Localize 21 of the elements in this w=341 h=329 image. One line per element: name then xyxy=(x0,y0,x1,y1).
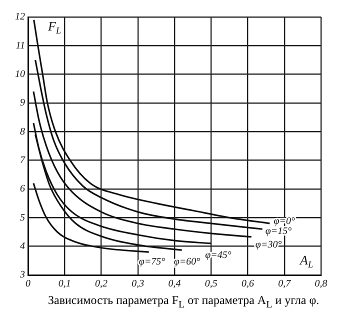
y-tick-label: 7 xyxy=(20,154,26,166)
text: Зависимость параметра F$_{L}$ от параметра A$_{L}$ и угла φ. xyxy=(47,293,320,312)
x-tick-label: 0,7 xyxy=(278,278,292,290)
x-tick-label: 0,5 xyxy=(204,278,218,290)
x-tick-label: 0,8 xyxy=(314,278,328,290)
x-tick-label: 0,2 xyxy=(95,278,108,290)
x-tick-label: 0,3 xyxy=(132,278,144,290)
y-tick-label: 10 xyxy=(15,68,25,80)
x-tick-label: 0,1 xyxy=(58,278,71,290)
series-label: φ=75° xyxy=(138,256,166,268)
x-tick-label: 0 xyxy=(26,278,30,290)
y-tick-label: 12 xyxy=(15,12,25,23)
y-tick-label: 11 xyxy=(16,40,25,52)
y-tick-label: 6 xyxy=(20,184,25,195)
y-tick-label: 3 xyxy=(19,270,25,281)
x-tick-label: 0,4 xyxy=(168,278,181,290)
y-tick-label: 5 xyxy=(20,212,25,224)
y-tick-label: 4 xyxy=(20,240,25,252)
y-tick-label: 8 xyxy=(20,126,25,138)
y-tick-label: 9 xyxy=(20,98,25,109)
x-tick-label: 0,6 xyxy=(242,278,254,290)
